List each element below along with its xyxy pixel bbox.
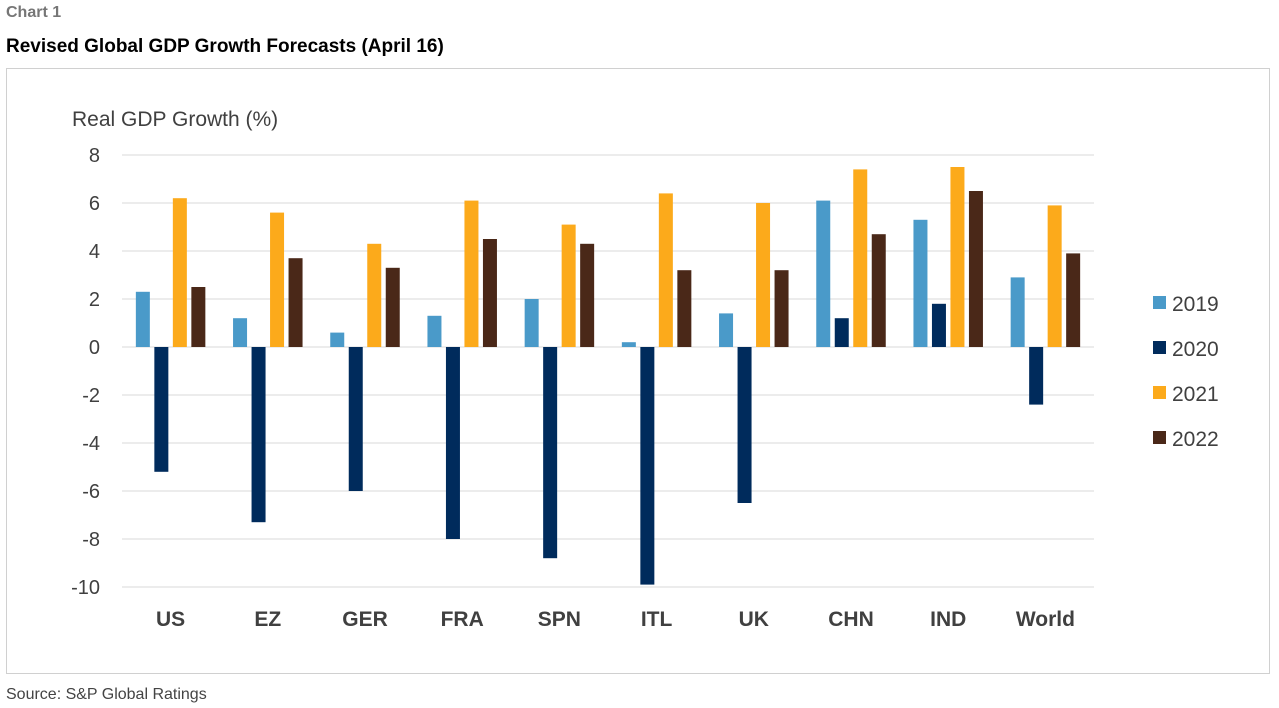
bar-2021-IND <box>950 167 965 347</box>
legend-label: 2020 <box>1172 338 1219 361</box>
chart-title: Revised Global GDP Growth Forecasts (Apr… <box>6 36 444 57</box>
bar-2020-EZ <box>251 347 266 523</box>
bar-2020-US <box>154 347 169 472</box>
chart-label: Chart 1 <box>6 4 62 21</box>
y-tick-label: 6 <box>89 193 100 215</box>
y-tick-label: 0 <box>89 337 100 359</box>
chart-frame <box>6 68 1270 674</box>
category-label: US <box>156 608 185 631</box>
bar-2019-SPN <box>524 299 539 347</box>
bar-2022-World <box>1066 253 1081 347</box>
bar-2019-FRA <box>427 315 442 347</box>
bar-2022-ITL <box>677 270 692 347</box>
bar-2021-GER <box>367 243 382 347</box>
y-axis-ticks: 8 6 4 2 0 -2 -4 -6 -8 -10 <box>71 145 100 599</box>
bar-2021-CHN <box>853 169 868 347</box>
category-label: GER <box>342 608 388 631</box>
bar-2020-FRA <box>445 347 460 539</box>
bar-2021-EZ <box>270 212 285 347</box>
bar-2019-UK <box>719 313 734 347</box>
legend-label: 2022 <box>1172 428 1219 451</box>
legend-swatch-2021 <box>1153 386 1166 399</box>
y-tick-label: 8 <box>89 145 100 167</box>
bar-2021-US <box>172 198 187 347</box>
bar-2019-CHN <box>816 200 831 347</box>
legend-swatch-2019 <box>1153 296 1166 309</box>
legend: 2019 2020 2021 2022 <box>1153 293 1219 451</box>
x-axis-categories: US EZ GER FRA SPN ITL UK CHN IND World <box>156 608 1075 631</box>
bar-2021-ITL <box>658 193 673 347</box>
legend-label: 2021 <box>1172 383 1219 406</box>
legend-swatch-2022 <box>1153 431 1166 444</box>
legend-label: 2019 <box>1172 293 1219 316</box>
category-label: World <box>1016 608 1075 631</box>
legend-swatch-2020 <box>1153 341 1166 354</box>
bar-2020-CHN <box>834 318 849 347</box>
y-tick-label: -6 <box>82 481 100 503</box>
source-note: Source: S&P Global Ratings <box>6 686 207 703</box>
bar-2021-SPN <box>561 224 576 347</box>
bar-2020-GER <box>348 347 363 491</box>
category-label: UK <box>739 608 769 631</box>
y-tick-label: -4 <box>82 433 100 455</box>
bar-2022-CHN <box>871 234 886 347</box>
category-label: EZ <box>254 608 281 631</box>
y-tick-label: -2 <box>82 385 100 407</box>
bar-2021-FRA <box>464 200 479 347</box>
bar-2022-IND <box>968 191 983 347</box>
y-tick-label: -8 <box>82 529 100 551</box>
bar-2020-IND <box>931 303 946 347</box>
bar-2022-UK <box>774 270 789 347</box>
bar-2019-IND <box>913 219 928 347</box>
bar-2019-World <box>1010 277 1025 347</box>
bar-2022-GER <box>385 267 400 347</box>
bar-2022-SPN <box>580 243 595 347</box>
bar-2019-GER <box>330 332 345 347</box>
bar-2020-ITL <box>640 347 655 585</box>
category-label: CHN <box>828 608 874 631</box>
bar-2022-US <box>191 287 206 347</box>
y-tick-label: 2 <box>89 289 100 311</box>
y-axis-label: Real GDP Growth (%) <box>72 108 278 131</box>
category-label: SPN <box>538 608 581 631</box>
y-tick-label: -10 <box>71 577 100 599</box>
bar-2020-SPN <box>543 347 558 559</box>
bar-2022-EZ <box>288 258 303 347</box>
bar-2020-UK <box>737 347 752 503</box>
bar-2019-ITL <box>621 342 636 347</box>
bar-2019-US <box>135 291 150 347</box>
bar-2022-FRA <box>482 239 497 347</box>
bar-2020-World <box>1029 347 1044 405</box>
y-tick-label: 4 <box>89 241 100 263</box>
category-label: IND <box>930 608 966 631</box>
bar-2021-UK <box>756 203 771 347</box>
gridlines <box>122 154 1094 588</box>
bars <box>135 167 1081 585</box>
bar-2019-EZ <box>233 318 248 347</box>
category-label: FRA <box>441 608 484 631</box>
category-label: ITL <box>641 608 673 631</box>
bar-2021-World <box>1047 205 1062 347</box>
